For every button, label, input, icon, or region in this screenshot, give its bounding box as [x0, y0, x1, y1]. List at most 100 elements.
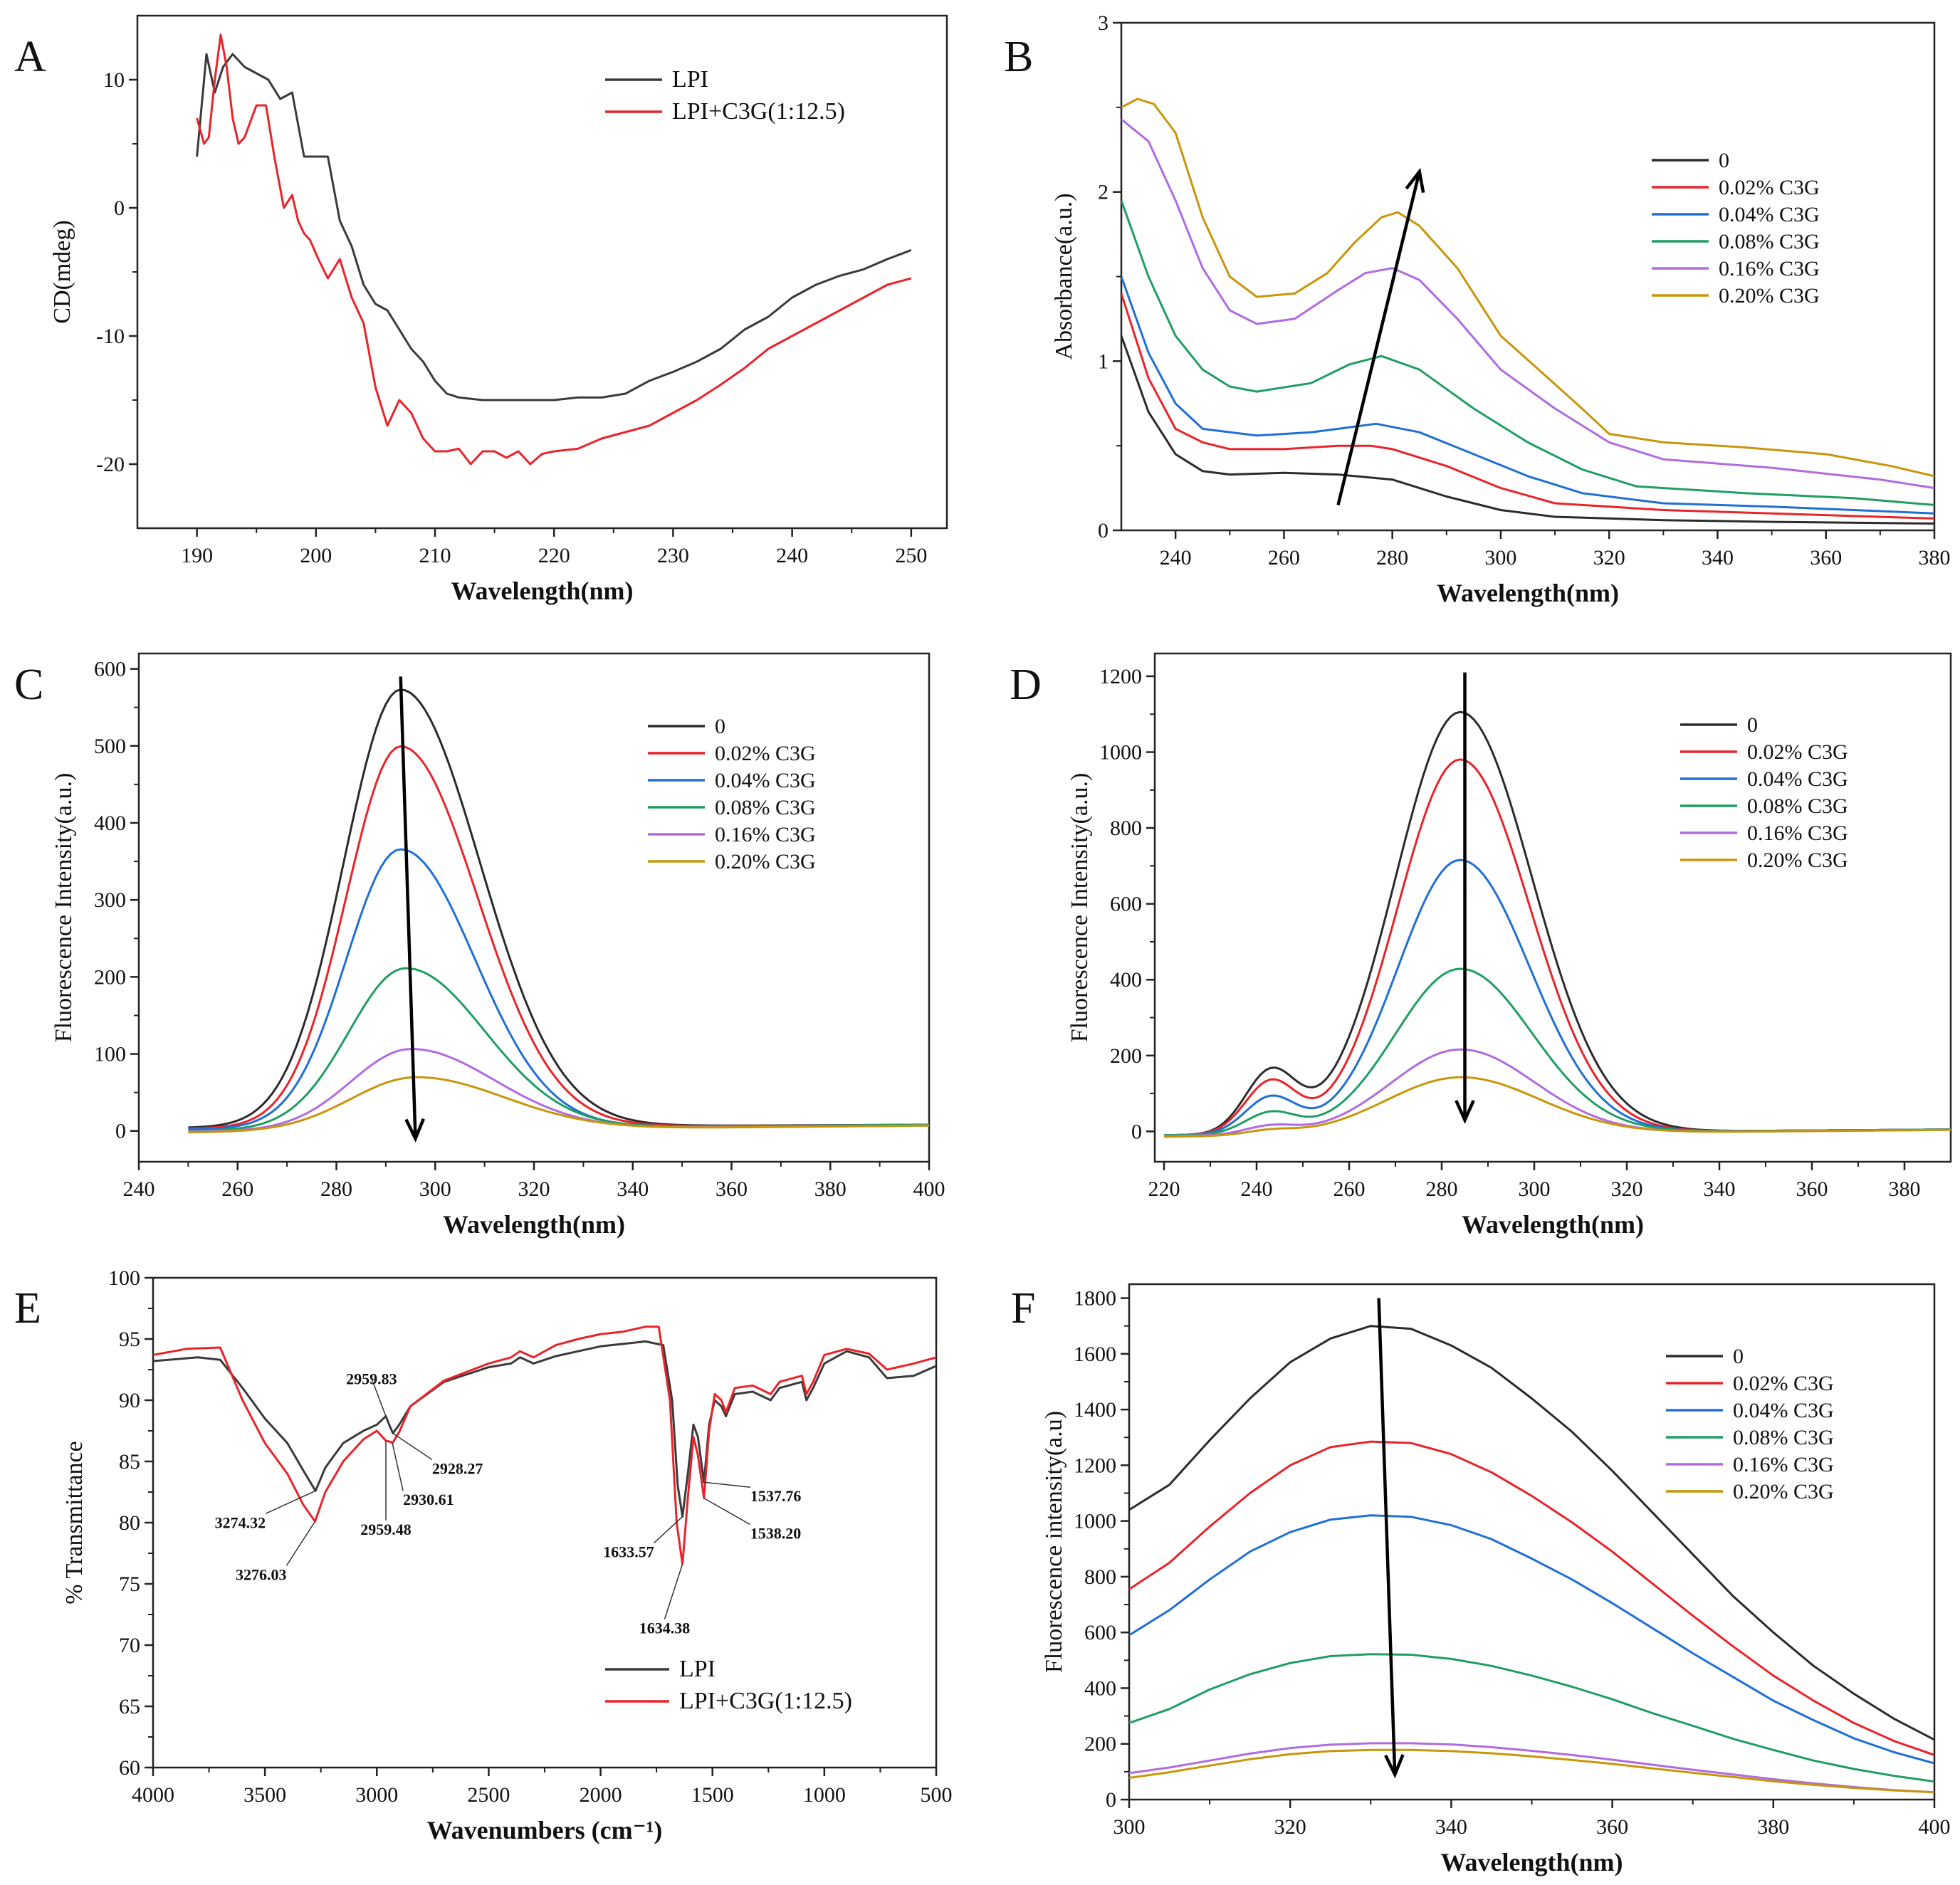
x-tick-label: 250 [895, 544, 927, 567]
trend-arrow-head [1455, 1100, 1475, 1124]
series-line-0-16-c3g [1129, 1742, 1934, 1794]
annotation-leader [703, 1481, 750, 1488]
x-tick-label: 360 [1596, 1815, 1628, 1839]
peak-label: 1537.76 [750, 1487, 802, 1505]
peak-label: 3274.32 [215, 1513, 266, 1531]
x-tick-label: 280 [320, 1177, 352, 1201]
y-tick-label: 200 [1110, 1044, 1142, 1068]
legend-entry: 0 [1719, 149, 1729, 172]
x-tick-label: 240 [776, 544, 808, 567]
y-tick-label: 1400 [1074, 1398, 1116, 1422]
x-tick-label: 220 [538, 544, 570, 567]
series-line-0-16-c3g [1121, 118, 1934, 490]
y-axis-label: Fluorescence Intensity(a.u.) [1067, 773, 1093, 1043]
x-tick-label: 300 [1113, 1815, 1146, 1839]
y-tick-label: 800 [1084, 1565, 1116, 1589]
x-axis-label: Wavelength(nm) [451, 577, 634, 605]
legend-entry: LPI [672, 66, 708, 93]
legend-entry: 0.02% C3G [715, 742, 816, 765]
x-tick-label: 400 [913, 1177, 945, 1201]
legend-entry: 0.04% C3G [1719, 203, 1820, 226]
legend-entry: 0 [1747, 713, 1758, 737]
y-tick-label: 2 [1098, 181, 1109, 204]
trend-arrow-shaft [1377, 1298, 1397, 1775]
panel-label: E [14, 1284, 41, 1333]
legend: LPI LPI+C3G(1:12.5) [605, 1656, 852, 1714]
annotation-leader [371, 1378, 387, 1417]
y-tick-label: -10 [96, 325, 125, 348]
x-tick-label: 220 [1148, 1177, 1180, 1201]
legend-entry: 0.16% C3G [1719, 257, 1820, 280]
x-tick-label: 200 [300, 544, 332, 567]
y-tick-label: 60 [119, 1756, 140, 1780]
x-tick-label: 380 [1919, 546, 1951, 569]
y-tick-label: 800 [1110, 817, 1142, 840]
trend-arrow-head [1405, 167, 1425, 194]
x-tick-label: 4000 [132, 1783, 174, 1807]
x-tick-label: 380 [814, 1177, 847, 1201]
series-line-0-08-c3g [1121, 200, 1934, 506]
annotation-leader [285, 1521, 316, 1566]
series-line-0-20-c3g [1163, 1076, 1951, 1138]
y-tick-label: 90 [119, 1389, 140, 1412]
x-axis-label: Wavenumbers (cm⁻¹) [427, 1816, 663, 1844]
y-tick-label: 300 [94, 888, 126, 912]
x-tick-label: 280 [1426, 1177, 1458, 1201]
x-tick-label: 500 [921, 1783, 953, 1807]
peak-label: 1538.20 [750, 1525, 802, 1543]
series-line-0-04-c3g [1163, 859, 1951, 1137]
series-line-0 [1129, 1325, 1934, 1741]
y-tick-label: 80 [119, 1511, 140, 1535]
panel-label: A [14, 33, 46, 81]
x-tick-label: 280 [1376, 546, 1408, 569]
x-tick-label: 2500 [467, 1783, 510, 1807]
panel-label: C [14, 661, 43, 709]
legend-entry: 0.16% C3G [1733, 1453, 1834, 1476]
x-tick-label: 190 [181, 544, 213, 567]
series-line-0-02-c3g [1129, 1440, 1934, 1756]
y-tick-label: 1200 [1074, 1454, 1116, 1477]
y-tick-label: 85 [119, 1450, 140, 1474]
panel-label: F [1011, 1284, 1035, 1333]
legend: 0 0.02% C3G 0.04% C3G 0.08% C3G 0.16% C3G 0.2… [1652, 149, 1820, 308]
x-tick-label: 400 [1919, 1815, 1951, 1839]
legend-entry: 0.20% C3G [715, 850, 816, 873]
legend-entry: 0.08% C3G [715, 796, 816, 819]
peak-label: 1634.38 [639, 1619, 691, 1637]
x-axis-label: Wavelength(nm) [1441, 1848, 1623, 1876]
x-tick-label: 320 [1593, 546, 1625, 569]
trend-arrow-head [404, 1118, 425, 1143]
peak-label: 2959.83 [346, 1370, 397, 1387]
peak-label: 2930.61 [403, 1491, 454, 1508]
y-tick-label: 600 [1084, 1621, 1116, 1644]
legend-entry: 0.02% C3G [1747, 740, 1848, 764]
legend-entry: 0 [715, 715, 725, 738]
series-line-0 [1121, 335, 1934, 525]
series-line-0-08-c3g [1129, 1653, 1934, 1783]
annotation-leader [392, 1443, 404, 1491]
x-tick-label: 240 [1241, 1177, 1273, 1201]
y-tick-label: 0 [1131, 1120, 1142, 1143]
x-tick-label: 340 [617, 1177, 649, 1201]
legend-entry: LPI+C3G(1:12.5) [679, 1688, 852, 1714]
series-line-0-16-c3g [1163, 1048, 1951, 1138]
panel-label: D [1010, 661, 1042, 709]
series-line-0-08-c3g [188, 967, 929, 1133]
y-tick-label: 100 [94, 1043, 126, 1066]
x-tick-label: 300 [419, 1177, 451, 1201]
x-tick-label: 240 [1160, 546, 1192, 569]
plot-frame [136, 14, 948, 530]
y-tick-label: 600 [94, 658, 126, 681]
x-tick-label: 380 [1889, 1177, 1921, 1201]
x-tick-label: 340 [1702, 546, 1734, 569]
y-tick-label: 1800 [1074, 1287, 1116, 1311]
x-tick-label: 340 [1435, 1815, 1467, 1839]
legend: 0 0.02% C3G 0.04% C3G 0.08% C3G 0.16% C3G 0.2… [1680, 713, 1848, 872]
x-tick-label: 3500 [243, 1783, 286, 1807]
y-axis-label: Fluorescence intensity(a.u) [1041, 1411, 1067, 1673]
y-tick-label: 600 [1110, 893, 1142, 916]
panel-label: B [1004, 33, 1033, 81]
x-tick-label: 300 [1519, 1177, 1551, 1201]
y-tick-label: 100 [108, 1266, 140, 1290]
x-axis-label: Wavelength(nm) [1462, 1210, 1644, 1239]
